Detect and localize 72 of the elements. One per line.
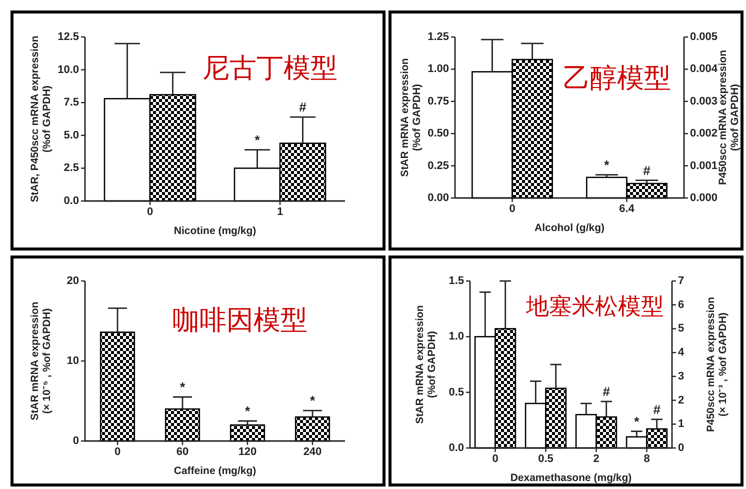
annotation: # — [602, 384, 611, 399]
y-tick-label: 0.00 — [428, 192, 449, 204]
x-axis-title: Dexamethasone (mg/kg) — [510, 472, 632, 484]
y-tick-label: 20 — [66, 275, 79, 287]
y2-tick-label: 5 — [678, 322, 684, 335]
x-tick-label: 0.5 — [538, 453, 554, 465]
y2-axis-title: P450scc mRNA expression (× 10⁻³ , %of GAPDH) — [705, 296, 729, 432]
y2-tick-label: 4 — [678, 346, 685, 359]
x-tick-label: 120 — [238, 446, 257, 458]
x-tick-label: 240 — [303, 446, 322, 458]
x-tick-label: 0 — [114, 446, 121, 458]
y2-tick-label: 7 — [678, 275, 684, 287]
y-axis-title: StAR, P450scc mRNA expression (%of GAPDH) — [29, 36, 53, 202]
y2-tick-label: 6 — [678, 298, 684, 311]
y2-axis-title: P450scc mRNA expression (%of GAPDH) — [717, 50, 741, 186]
y-tick-label: 2.5 — [64, 162, 79, 174]
y2-tick-label: 0.002 — [690, 128, 718, 140]
annotation: * — [244, 404, 251, 418]
annotation: * — [310, 393, 316, 408]
y-tick-label: 0.5 — [448, 386, 464, 398]
bar — [230, 424, 266, 442]
bar — [100, 332, 136, 442]
annotation: * — [604, 157, 610, 172]
y-tick-label: 10 — [66, 355, 79, 367]
annotation: # — [643, 162, 652, 178]
x-tick-label: 1 — [276, 206, 284, 218]
bar — [164, 408, 200, 442]
y-tick-label: 0.50 — [428, 128, 449, 140]
x-tick-label: 0 — [492, 453, 498, 465]
annotation: # — [299, 100, 308, 115]
y-tick-label: 1.00 — [428, 63, 449, 76]
text: 咖啡因模型 — [172, 305, 308, 335]
annotation: # — [653, 402, 662, 417]
y-axis-title: StAR mRNA expression (%of GAPDH) — [414, 305, 438, 424]
y2-tick-label: 2 — [678, 394, 684, 406]
x-tick-label: 6.4 — [619, 203, 636, 215]
y-tick-label: 0 — [72, 435, 79, 447]
y2-tick-label: 3 — [678, 370, 684, 382]
y2-tick-label: 0.005 — [690, 31, 718, 43]
y-tick-label: 0.25 — [428, 160, 449, 172]
text: 乙醇模型 — [563, 63, 671, 93]
x-axis-title: Nicotine (mg/kg) — [174, 225, 256, 237]
text: 地塞米松模型 — [525, 293, 664, 319]
y-tick-label: 7.5 — [64, 96, 79, 109]
annotation: * — [254, 132, 261, 148]
y-axis-title: StAR mRNA expression (× 10⁻⁵ , %of GAPDH) — [29, 302, 53, 420]
y-axis-title: StAR mRNA expression (%of GAPDH) — [399, 58, 423, 177]
x-tick-label: 60 — [176, 446, 189, 458]
y2-tick-label: 0.004 — [690, 63, 718, 76]
x-tick-label: 8 — [644, 453, 650, 465]
y2-tick-label: 0.000 — [690, 192, 718, 204]
y-tick-label: 1.0 — [448, 330, 464, 343]
text: 尼古丁模型 — [202, 53, 338, 83]
x-tick-label: 0 — [146, 206, 154, 218]
y-tick-label: 0.0 — [64, 195, 79, 207]
annotation: * — [634, 414, 640, 429]
annotation: * — [180, 380, 186, 394]
y-tick-label: 10.0 — [58, 64, 79, 76]
x-tick-label: 0 — [509, 203, 516, 215]
bar — [294, 416, 330, 442]
y-tick-label: 12.5 — [58, 31, 79, 43]
y-tick-label: 1.5 — [448, 275, 464, 287]
y-tick-label: 0.0 — [448, 442, 464, 454]
y-tick-label: 0.75 — [428, 95, 449, 108]
y2-tick-label: 1 — [678, 418, 684, 430]
y-tick-label: 5.0 — [64, 129, 79, 142]
y2-tick-label: 0.003 — [690, 95, 718, 108]
x-tick-label: 2 — [593, 453, 600, 465]
y-tick-label: 1.25 — [428, 31, 449, 43]
x-axis-title: Caffeine (mg/kg) — [174, 465, 256, 477]
x-axis-title: Alcohol (g/kg) — [534, 222, 604, 234]
y2-tick-label: 0.001 — [690, 160, 718, 172]
